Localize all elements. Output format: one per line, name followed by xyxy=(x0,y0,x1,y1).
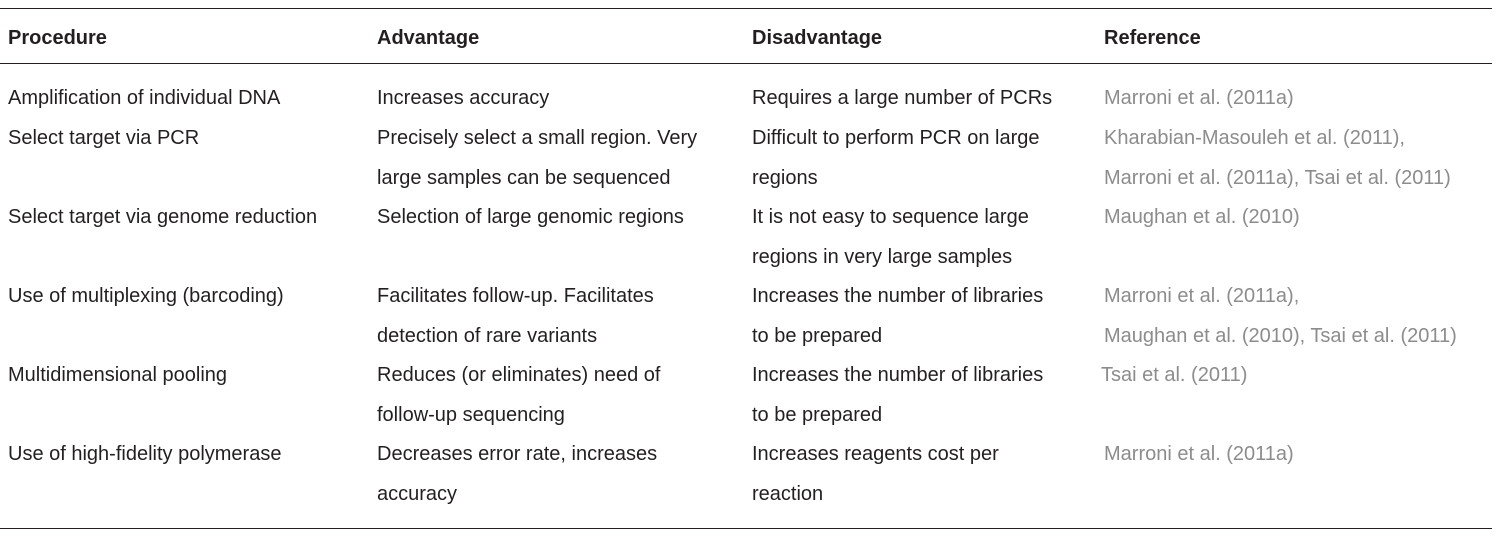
cell-procedure: Use of multiplexing (barcoding) xyxy=(8,285,284,307)
cell-procedure: Multidimensional pooling xyxy=(8,364,228,386)
cell-advantage: Decreases error rate, increases accuracy xyxy=(377,443,658,505)
cell-disadvantage: Difficult to perform PCR on large region… xyxy=(752,127,1040,189)
header-rule xyxy=(0,63,1492,64)
table-top-rule xyxy=(0,8,1492,9)
header-disadvantage: Disadvantage xyxy=(752,27,883,49)
cell-reference: Kharabian-Masouleh et al. (2011), Marron… xyxy=(1104,127,1451,189)
cell-procedure: Use of high-fidelity polymerase xyxy=(8,443,282,465)
cell-procedure: Select target via genome reduction xyxy=(8,206,318,228)
cell-disadvantage: Increases the number of libraries to be … xyxy=(752,285,1044,347)
cell-advantage: Facilitates follow-up. Facilitates detec… xyxy=(377,285,654,347)
cell-reference: Marroni et al. (2011a) xyxy=(1104,443,1294,465)
cell-reference: Marroni et al. (2011a), Maughan et al. (… xyxy=(1104,285,1457,347)
cell-reference: Tsai et al. (2011) xyxy=(1101,364,1248,386)
header-procedure: Procedure xyxy=(8,27,107,49)
cell-disadvantage: Increases the number of libraries to be … xyxy=(752,364,1044,426)
header-advantage: Advantage xyxy=(377,27,480,49)
cell-advantage: Reduces (or eliminates) need of follow-u… xyxy=(377,364,661,426)
table-bottom-rule xyxy=(0,528,1492,529)
cell-advantage: Selection of large genomic regions xyxy=(377,206,684,228)
cell-disadvantage: It is not easy to sequence large regions… xyxy=(752,206,1029,268)
cell-advantage: Precisely select a small region. Very la… xyxy=(377,127,698,189)
cell-procedure: Amplification of individual DNA xyxy=(8,87,281,109)
cell-reference: Marroni et al. (2011a) xyxy=(1104,87,1294,109)
cell-procedure: Select target via PCR xyxy=(8,127,200,149)
cell-reference: Maughan et al. (2010) xyxy=(1104,206,1300,228)
cell-disadvantage: Increases reagents cost per reaction xyxy=(752,443,999,505)
header-reference: Reference xyxy=(1104,27,1201,49)
cell-advantage: Increases accuracy xyxy=(377,87,550,109)
cell-disadvantage: Requires a large number of PCRs xyxy=(752,87,1053,109)
